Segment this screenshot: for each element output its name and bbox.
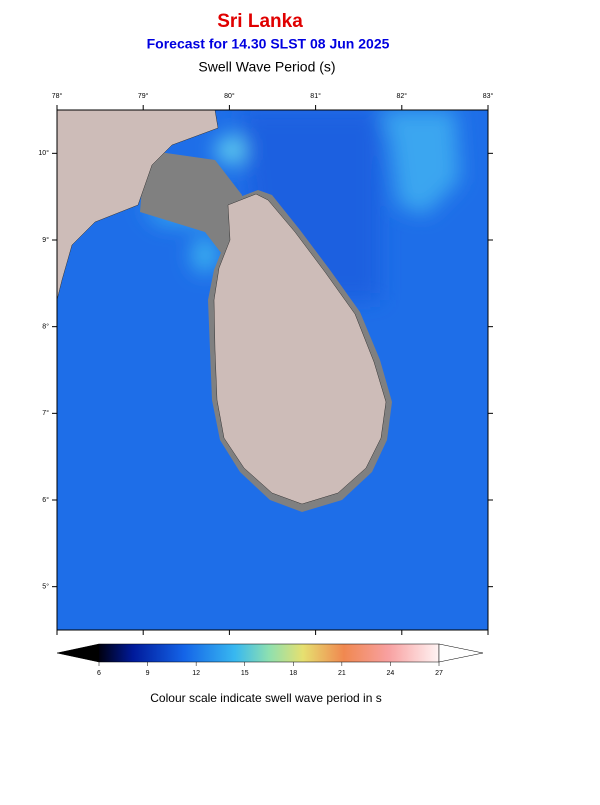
lon-label: 81° [310,92,321,100]
colorbar-label: 27 [435,670,443,677]
map-frame [56,109,489,631]
colorbar-high [438,643,484,663]
title: Sri Lanka [217,11,303,32]
map [57,110,488,630]
lon-label: 82° [397,92,408,100]
lon-label: 83° [483,92,494,100]
lat-label: 5° [42,583,49,591]
colorbar-label: 9 [146,670,150,677]
lat-label: 10° [38,149,49,157]
variable: Swell Wave Period (s) [198,59,335,75]
colorbar-label: 24 [387,670,395,677]
lat-label: 7° [42,409,49,417]
colorbar-label: 6 [97,670,101,677]
lat-label: 8° [42,323,49,331]
subtitle: Forecast for 14.30 SLST 08 Jun 2025 [147,36,390,52]
ticks: 78° 79° 80° 81° 82° 83° 5° 6° 7° 8° 9° 10° 6 9 12 15 18 2… [38,92,493,677]
caption: Colour scale indicate swell wave period … [150,691,381,705]
sri-lanka [213,193,387,505]
shallow-shelf [140,150,242,258]
lat-label: 9° [42,236,49,244]
india [57,110,219,301]
lat-label: 6° [42,496,49,504]
colorbar-label: 12 [192,670,200,677]
colorbar-label: 21 [338,670,346,677]
lon-label: 78° [52,92,63,100]
colorbar-label: 15 [241,670,249,677]
colorbar [98,643,440,663]
lon-label: 79° [138,92,149,100]
colorbar-low [56,643,100,663]
lon-label: 80° [224,92,235,100]
colorbar-label: 18 [289,670,297,677]
